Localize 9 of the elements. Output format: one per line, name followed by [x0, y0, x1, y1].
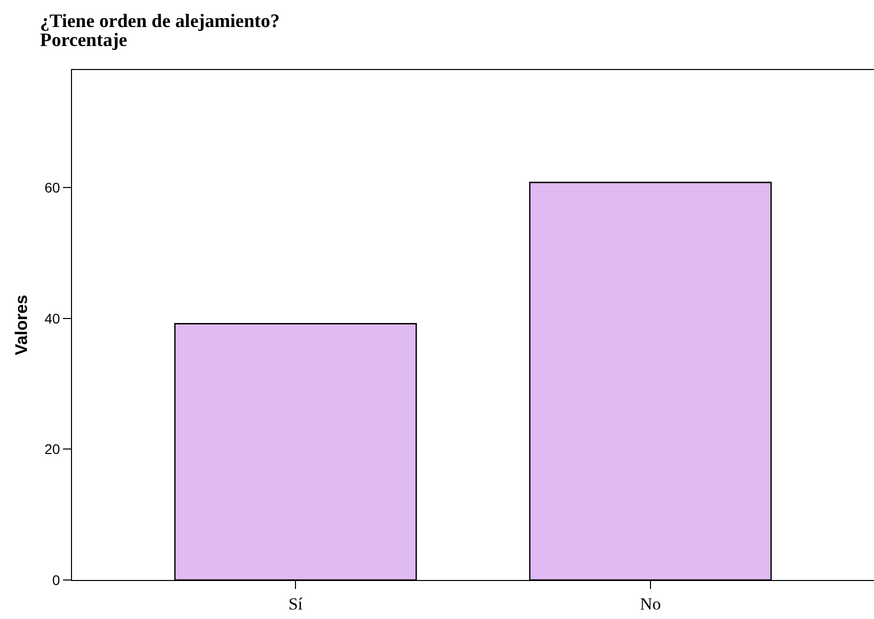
- y-axis-title: Valores: [12, 294, 32, 356]
- y-tick-label: 0: [52, 572, 60, 588]
- chart-title: ¿Tiene orden de alejamiento?: [40, 11, 280, 32]
- x-tick-label: Sí: [288, 594, 303, 614]
- y-tick-label: 20: [44, 441, 60, 458]
- y-tick-label: 40: [44, 310, 60, 326]
- x-tick-label: No: [640, 594, 661, 614]
- chart-subtitle: Porcentaje: [40, 30, 128, 51]
- y-tick-label: 60: [44, 180, 60, 196]
